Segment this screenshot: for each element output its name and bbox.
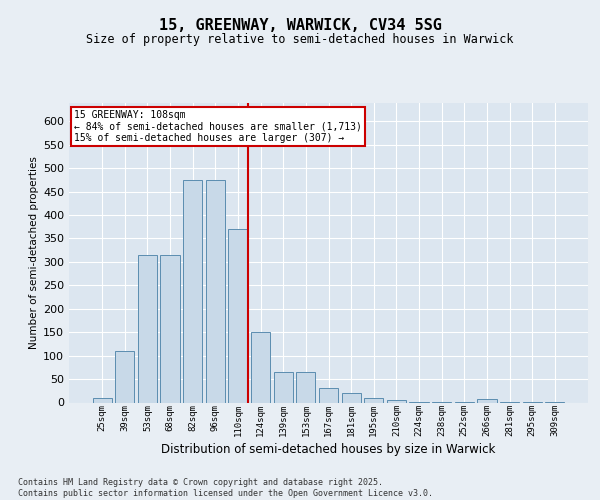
Y-axis label: Number of semi-detached properties: Number of semi-detached properties — [29, 156, 39, 349]
Bar — [251, 332, 270, 402]
Bar — [341, 393, 361, 402]
Bar — [160, 255, 180, 402]
Text: Contains HM Land Registry data © Crown copyright and database right 2025.
Contai: Contains HM Land Registry data © Crown c… — [18, 478, 433, 498]
Bar — [274, 372, 293, 402]
Bar — [296, 372, 316, 402]
Bar — [477, 399, 497, 402]
X-axis label: Distribution of semi-detached houses by size in Warwick: Distribution of semi-detached houses by … — [161, 443, 496, 456]
Bar — [229, 229, 248, 402]
Text: 15, GREENWAY, WARWICK, CV34 5SG: 15, GREENWAY, WARWICK, CV34 5SG — [158, 18, 442, 32]
Bar — [387, 400, 406, 402]
Bar — [364, 398, 383, 402]
Bar — [206, 180, 225, 402]
Text: Size of property relative to semi-detached houses in Warwick: Size of property relative to semi-detach… — [86, 32, 514, 46]
Bar — [138, 255, 157, 402]
Bar — [92, 398, 112, 402]
Bar — [115, 351, 134, 403]
Bar — [183, 180, 202, 402]
Text: 15 GREENWAY: 108sqm
← 84% of semi-detached houses are smaller (1,713)
15% of sem: 15 GREENWAY: 108sqm ← 84% of semi-detach… — [74, 110, 362, 143]
Bar — [319, 388, 338, 402]
